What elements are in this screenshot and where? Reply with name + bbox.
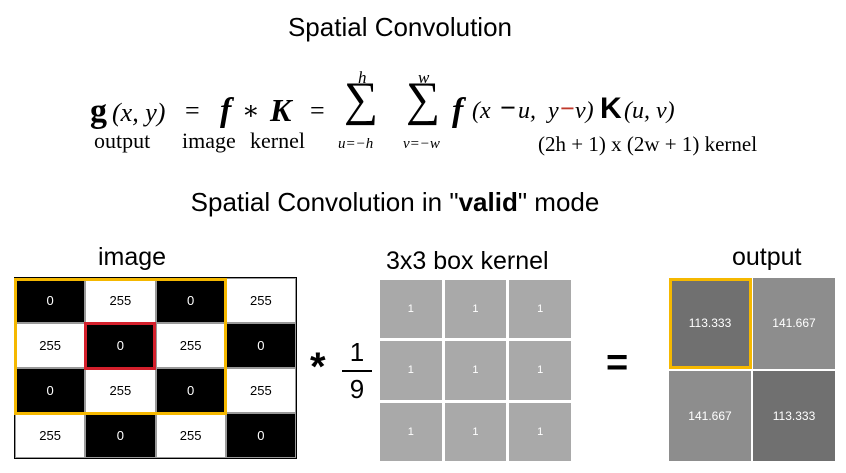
convolution-formula: g (x, y) = f ∗ K = h ∑ u=−h w ∑ v=−w f (…: [90, 68, 810, 170]
image-cell: 0: [155, 278, 226, 323]
diagram-subtitle: Spatial Convolution in "valid" mode: [0, 187, 790, 218]
formula-label-image: image: [182, 128, 236, 153]
formula-g-args: (x, y): [112, 98, 166, 127]
subtitle-mode: valid: [458, 187, 518, 217]
formula-uv: (u, v): [624, 98, 675, 124]
image-cell: 255: [15, 413, 86, 458]
formula-label-kernel: kernel: [250, 128, 305, 153]
kernel-cell: 1: [380, 341, 442, 400]
formula-equals-1: =: [185, 96, 200, 125]
formula-u-part: u,: [518, 98, 536, 124]
diagram-title: Spatial Convolution: [287, 12, 513, 42]
image-cell: 255: [85, 278, 156, 323]
image-cell: 0: [155, 368, 226, 413]
image-cell: 0: [85, 413, 156, 458]
formula-minus-2: −: [560, 94, 575, 123]
formula-y-part: y: [548, 98, 559, 124]
formula-f-inner: f: [452, 92, 464, 129]
image-label: image: [98, 243, 167, 271]
sum2-upper-limit: w: [418, 68, 430, 87]
formula-label-output: output: [94, 128, 151, 153]
output-grid: 113.333 141.667 141.667 113.333: [669, 278, 835, 461]
kernel-cell: 1: [509, 280, 571, 339]
output-label: output: [732, 243, 802, 271]
image-cell: 255: [15, 323, 86, 368]
formula-f: f: [220, 92, 232, 129]
image-cell: 255: [85, 368, 156, 413]
kernel-cell: 1: [444, 280, 507, 339]
formula-x-part: (x: [472, 98, 491, 124]
sum1-lower-limit: u=−h: [338, 136, 374, 152]
formula-g: g: [90, 93, 107, 130]
kernel-cell: 1: [444, 402, 507, 461]
image-grid: 0 255 0 255 255 0 255 0 0 255 0 255 255 0 255 0: [14, 277, 297, 459]
image-cell: 0: [15, 278, 86, 323]
equals-operator: =: [606, 342, 629, 384]
output-cell: 113.333: [669, 278, 751, 369]
formula-minus-1: −: [500, 93, 516, 124]
kernel-label: 3x3 box kernel: [386, 247, 549, 275]
subtitle-suffix: " mode: [517, 187, 600, 217]
sum1-upper-limit: h: [358, 68, 367, 87]
formula-convolve-star: ∗: [242, 96, 260, 125]
image-cell: 0: [85, 323, 156, 368]
image-cell: 255: [225, 368, 296, 413]
image-cell: 255: [155, 323, 226, 368]
sum2-sigma: ∑: [406, 73, 441, 126]
formula-kernel-size: (2h + 1) x (2w + 1) kernel: [538, 132, 758, 156]
image-cell: 255: [225, 278, 296, 323]
kernel-cell: 1: [380, 280, 442, 339]
fraction: 1 9: [342, 337, 372, 405]
sum2-lower-limit: v=−w: [403, 136, 440, 152]
formula-K-inner: K: [600, 92, 622, 125]
subtitle-prefix: Spatial Convolution in ": [190, 187, 459, 217]
fraction-numerator: 1: [349, 337, 365, 367]
image-cell: 0: [15, 368, 86, 413]
fraction-bar: [342, 370, 372, 372]
output-cell: 141.667: [753, 278, 835, 369]
image-cell: 255: [155, 413, 226, 458]
image-cell: 0: [225, 413, 296, 458]
kernel-cell: 1: [380, 402, 442, 461]
output-cell: 113.333: [753, 370, 835, 461]
formula-K: K: [270, 92, 292, 128]
output-cell: 141.667: [669, 370, 751, 461]
kernel-cell: 1: [509, 402, 571, 461]
image-cell: 0: [225, 323, 296, 368]
convolve-operator: *: [310, 345, 326, 389]
sum1-sigma: ∑: [344, 73, 379, 126]
kernel-cell: 1: [509, 341, 571, 400]
formula-equals-2: =: [310, 96, 325, 125]
kernel-cell: 1: [444, 341, 507, 400]
formula-v-part: v): [575, 98, 594, 124]
fraction-denominator: 9: [349, 374, 365, 404]
